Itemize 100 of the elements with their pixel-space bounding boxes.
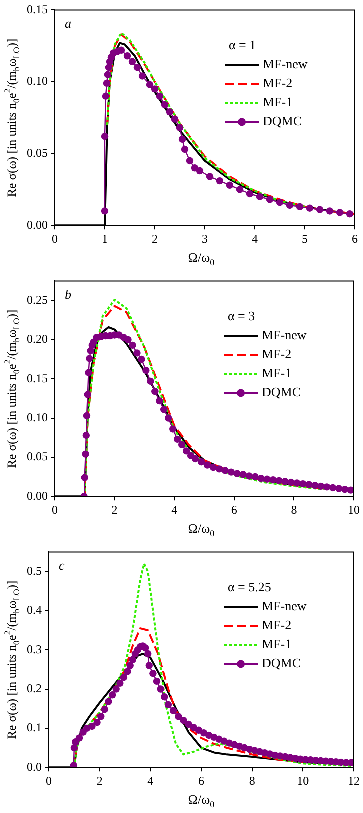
point [246, 472, 253, 480]
point [226, 182, 234, 189]
point [147, 378, 154, 386]
point [171, 116, 179, 123]
x-axis-title: Ω/ω$_{0}$ [187, 250, 216, 268]
point [84, 391, 92, 398]
point [286, 202, 294, 210]
point [236, 186, 244, 194]
point [216, 466, 224, 473]
point [101, 132, 109, 140]
legend-label: MF-new [262, 598, 308, 614]
point [118, 46, 126, 54]
point [102, 92, 110, 100]
point [347, 486, 354, 494]
x-tick-label: 2 [112, 502, 118, 517]
point [142, 366, 150, 374]
y-tick-label: 0.5 [27, 564, 42, 578]
legend-title: α = 3 [228, 308, 256, 324]
point [192, 455, 200, 463]
legend-label: MF-new [262, 328, 308, 343]
point [156, 92, 164, 100]
x-tick-label: 6 [231, 502, 238, 517]
point [128, 58, 136, 66]
legend-label: DQMC [262, 656, 302, 671]
x-tick-label: 8 [291, 502, 298, 517]
legend-label: DQMC [262, 384, 302, 400]
x-tick-label: 4 [252, 232, 258, 246]
x-tick-label: 2 [152, 232, 158, 246]
y-tick-label: 0.1 [27, 720, 42, 735]
x-tick-label: 10 [297, 774, 310, 788]
x-axis-title: Ω/ω$_{0}$ [187, 521, 216, 539]
point [288, 478, 295, 486]
point [266, 196, 274, 204]
point [282, 478, 289, 486]
x-tick-label: 8 [249, 774, 256, 788]
point [124, 336, 132, 344]
point [124, 52, 132, 60]
legend-label: DQMC [263, 114, 302, 129]
annotation: a [65, 16, 72, 32]
y-tick-label: 0.3 [27, 642, 42, 656]
point [276, 477, 283, 485]
point [104, 71, 112, 78]
point [82, 450, 90, 458]
point [165, 414, 172, 422]
point [316, 206, 324, 214]
point [300, 480, 307, 488]
y-tick-label: 0.00 [27, 488, 48, 503]
y-tick-label: 0.10 [27, 74, 48, 88]
y-tick-label: 0.0 [27, 760, 42, 774]
y-tick-label: 0.4 [27, 603, 42, 618]
point [151, 86, 159, 93]
x-axis-title: Ω/ω$_{0}$ [187, 792, 216, 810]
point [186, 157, 194, 165]
x-tick-label: 10 [348, 502, 360, 517]
y-tick-label: 0.05 [27, 450, 48, 464]
point [258, 474, 265, 482]
legend-label: MF-1 [262, 636, 292, 652]
point [252, 473, 259, 481]
x-tick-label: 2 [96, 774, 103, 788]
x-tick-label: 3 [202, 232, 208, 246]
point [341, 486, 349, 494]
point [210, 464, 218, 472]
point [222, 467, 230, 474]
point [198, 458, 206, 466]
point [103, 80, 111, 88]
point [196, 167, 204, 175]
y-tick-label: 0.15 [27, 2, 48, 16]
x-tick-label: 12 [348, 774, 360, 788]
annotation: c [59, 558, 65, 574]
x-tick-label: 5 [302, 232, 308, 246]
annotation: b [65, 287, 72, 302]
point [174, 436, 182, 444]
y-tick-label: 0.10 [27, 410, 48, 424]
point [326, 208, 334, 215]
point [178, 136, 186, 144]
point [83, 412, 91, 420]
point [170, 426, 177, 433]
point [306, 204, 314, 212]
y-tick-label: 0.25 [27, 292, 48, 307]
legend-label: MF-new [263, 56, 308, 72]
point [181, 146, 189, 154]
point [138, 356, 146, 364]
x-tick-label: 4 [172, 502, 178, 517]
point [178, 441, 186, 449]
x-tick-label: 0 [46, 774, 52, 788]
point [176, 124, 184, 132]
point [161, 101, 169, 109]
point [138, 72, 146, 80]
point [296, 203, 304, 211]
x-tick-label: 6 [352, 232, 358, 246]
point [86, 355, 94, 362]
point [318, 482, 325, 490]
legend-title: α = 1 [229, 38, 256, 53]
point [166, 108, 174, 116]
point [323, 484, 331, 491]
legend-title: α = 5.25 [228, 580, 272, 595]
point [85, 369, 92, 376]
point [216, 177, 224, 185]
point [204, 462, 212, 469]
point [182, 448, 190, 455]
